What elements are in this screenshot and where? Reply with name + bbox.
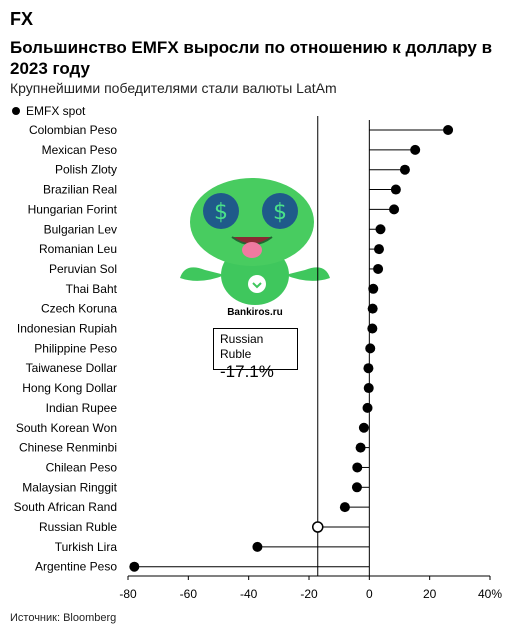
- data-dot: [373, 263, 384, 274]
- data-dot: [355, 442, 366, 453]
- legend-label: EMFX spot: [26, 104, 86, 118]
- x-tick-label: -60: [180, 587, 198, 601]
- category-label: Philippine Peso: [34, 341, 117, 355]
- x-tick-label: -80: [119, 587, 137, 601]
- category-label: Romanian Leu: [39, 242, 117, 256]
- x-tick-label: 20: [423, 587, 437, 601]
- data-dot: [389, 204, 400, 215]
- source-note: Источник: Bloomberg: [10, 612, 117, 624]
- category-label: Indian Rupee: [46, 401, 118, 415]
- category-label: Indonesian Rupiah: [17, 322, 117, 336]
- category-label: South African Rand: [14, 500, 117, 514]
- chart-title: Большинство EMFX выросли по отношению к …: [10, 38, 493, 78]
- data-dot: [367, 323, 378, 334]
- category-label: Czech Koruna: [41, 302, 117, 316]
- chart-kicker: FX: [10, 9, 34, 29]
- data-dot: [363, 383, 374, 394]
- annotation-value: -17.1%: [220, 362, 274, 381]
- data-dot: [365, 343, 376, 354]
- data-dot: [351, 482, 362, 493]
- data-dot: [443, 125, 454, 135]
- x-tick-label: 0: [366, 587, 373, 601]
- category-label: South Korean Won: [16, 421, 117, 435]
- data-dot: [358, 422, 369, 433]
- data-dot: [373, 244, 384, 255]
- category-label: Taiwanese Dollar: [26, 361, 117, 375]
- category-label: Brazilian Real: [43, 183, 117, 197]
- chart-subtitle: Крупнейшими победителями стали валюты La…: [10, 80, 337, 96]
- watermark-text: Bankiros.ru: [227, 307, 283, 318]
- data-dot: [367, 303, 378, 314]
- data-dot: [390, 184, 401, 195]
- category-label: Turkish Lira: [55, 540, 118, 554]
- category-label: Thai Baht: [66, 282, 118, 296]
- category-label: Hong Kong Dollar: [22, 381, 117, 395]
- x-tick-label: -20: [300, 587, 318, 601]
- category-label: Malaysian Ringgit: [22, 480, 117, 494]
- data-dot: [352, 462, 363, 473]
- category-label: Mexican Peso: [42, 143, 118, 157]
- data-dot: [362, 402, 373, 413]
- annotation-name: Russian Ruble: [220, 332, 264, 361]
- legend-marker: [12, 107, 20, 115]
- x-tick-label: 40%: [478, 587, 502, 601]
- svg-text:$: $: [273, 200, 287, 225]
- category-label: Russian Ruble: [39, 520, 117, 534]
- category-label: Polish Zloty: [55, 163, 117, 177]
- data-dot: [252, 541, 263, 552]
- category-label: Bulgarian Lev: [44, 222, 117, 236]
- data-dot: [410, 144, 421, 155]
- data-dot: [363, 363, 374, 374]
- svg-text:$: $: [214, 200, 228, 225]
- mascot-watermark: $ $ Bankiros.ru: [180, 178, 330, 318]
- data-dot: [129, 561, 140, 572]
- category-label: Hungarian Forint: [28, 202, 118, 216]
- data-dot: [368, 283, 379, 294]
- data-dot: [399, 164, 410, 175]
- category-label: Chinese Renminbi: [19, 441, 117, 455]
- data-dot: [375, 224, 386, 235]
- category-label: Argentine Peso: [35, 560, 117, 574]
- data-dot: [339, 502, 350, 513]
- category-label: Colombian Peso: [29, 123, 117, 137]
- annotation-box: Russian Ruble -17.1%: [213, 328, 298, 381]
- highlight-dot: [311, 521, 324, 533]
- category-label: Chilean Peso: [46, 460, 118, 474]
- x-tick-label: -40: [240, 587, 258, 601]
- category-label: Peruvian Sol: [49, 262, 117, 276]
